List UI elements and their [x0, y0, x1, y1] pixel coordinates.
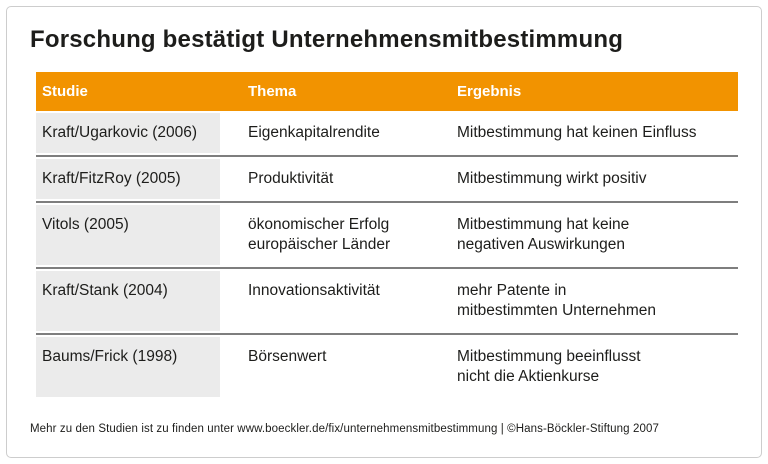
cell-thema: Innovationsaktivität: [248, 282, 380, 299]
cell-studie: Kraft/Stank (2004): [36, 271, 220, 331]
page-title: Forschung bestätigt Unternehmensmitbesti…: [30, 26, 624, 53]
column-header-ergebnis: Ergebnis: [457, 83, 522, 100]
cell-thema: ökonomischer Erfolg europäischer Länder: [248, 216, 391, 253]
source-note: Mehr zu den Studien ist zu finden unter …: [30, 423, 659, 435]
cell-studie: Baums/Frick (1998): [36, 337, 220, 397]
column-header-studie: Studie: [42, 83, 88, 100]
cell-studie: Kraft/Ugarkovic (2006): [36, 113, 220, 153]
table-row: Vitols (2005) ökonomischer Erfolg europä…: [36, 201, 738, 267]
cell-ergebnis: Mitbestimmung beeinflusst nicht die Akti…: [457, 348, 641, 385]
studies-table: Studie Thema Ergebnis Kraft/Ugarkovic (2…: [36, 72, 738, 399]
cell-ergebnis: Mitbestimmung hat keinen Einfluss: [457, 124, 697, 141]
table-row: Baums/Frick (1998) Börsenwert Mitbestimm…: [36, 333, 738, 399]
cell-ergebnis: mehr Patente in mitbestimmten Unternehme…: [457, 282, 656, 319]
table-header-row: Studie Thema Ergebnis: [36, 72, 738, 111]
cell-thema: Produktivität: [248, 170, 334, 187]
table-row: Kraft/Ugarkovic (2006) Eigenkapitalrendi…: [36, 111, 738, 155]
cell-studie: Vitols (2005): [36, 205, 220, 265]
column-header-thema: Thema: [248, 83, 297, 100]
table-row: Kraft/FitzRoy (2005) Produktivität Mitbe…: [36, 155, 738, 201]
cell-thema: Eigenkapitalrendite: [248, 124, 380, 141]
cell-ergebnis: Mitbestimmung hat keine negativen Auswir…: [457, 216, 630, 253]
cell-thema: Börsenwert: [248, 348, 327, 365]
table-row: Kraft/Stank (2004) Innovationsaktivität …: [36, 267, 738, 333]
cell-ergebnis: Mitbestimmung wirkt positiv: [457, 170, 647, 187]
cell-studie: Kraft/FitzRoy (2005): [36, 159, 220, 199]
